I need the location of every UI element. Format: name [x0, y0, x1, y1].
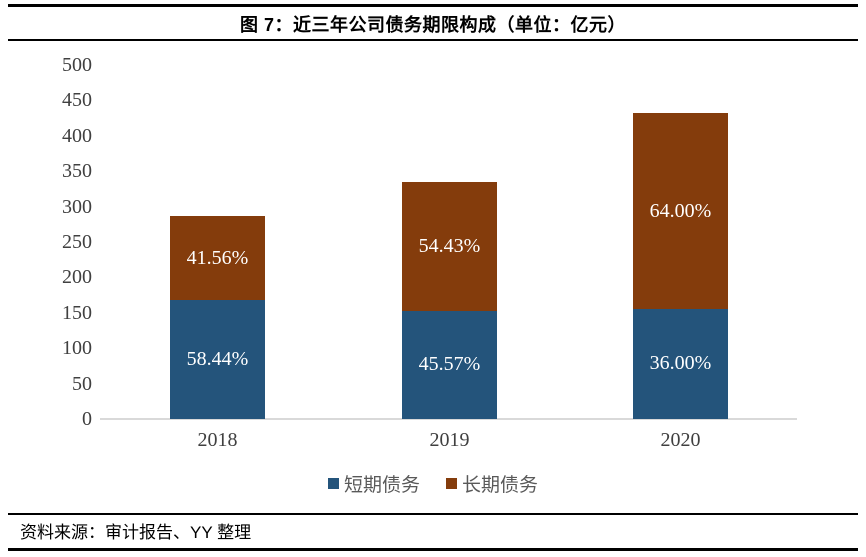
- bar-segment-short-term-debt: 58.44%: [170, 300, 265, 419]
- legend-item-long-term-debt: 长期债务: [446, 470, 538, 497]
- bottom-border-rule: [8, 548, 858, 551]
- percent-label: 36.00%: [649, 352, 712, 375]
- y-axis-tick-label: 450: [62, 89, 92, 112]
- x-axis-category-label: 2019: [429, 429, 470, 451]
- percent-label: 58.44%: [186, 348, 249, 371]
- percent-label: 41.56%: [186, 246, 249, 269]
- footer-divider-rule: [8, 513, 858, 515]
- source-note: 资料来源：审计报告、YY 整理: [20, 523, 252, 542]
- legend: 短期债务 长期债务: [0, 470, 866, 497]
- y-axis-tick-label: 250: [62, 231, 92, 253]
- y-axis-tick-label: 100: [62, 337, 92, 360]
- legend-item-short-term-debt: 短期债务: [327, 470, 420, 497]
- x-axis-line: [100, 418, 797, 420]
- y-axis-tick-label: 400: [62, 124, 92, 147]
- y-axis-tick-label: 150: [62, 301, 92, 324]
- legend-label-long-term: 长期债务: [462, 475, 539, 496]
- y-axis-tick-label: 500: [62, 54, 92, 76]
- x-axis-category-label: 2020: [660, 429, 701, 451]
- legend-label-short-term: 短期债务: [343, 475, 420, 496]
- y-axis-tick-label: 300: [62, 195, 92, 218]
- percent-label: 45.57%: [418, 353, 481, 376]
- x-axis-category-label: 2018: [197, 429, 238, 451]
- header-divider-rule: [8, 39, 858, 41]
- figure-title: 图 7：近三年公司债务期限构成（单位：亿元）: [239, 15, 626, 35]
- y-axis-tick-label: 0: [82, 408, 92, 430]
- bar-segment-short-term-debt: 45.57%: [402, 310, 497, 419]
- y-axis-tick-label: 50: [72, 372, 92, 395]
- bar-segment-long-term-debt: 41.56%: [170, 215, 265, 301]
- bar-segment-long-term-debt: 54.43%: [402, 181, 497, 311]
- percent-label: 54.43%: [418, 234, 481, 257]
- bar-segment-short-term-debt: 36.00%: [633, 308, 728, 419]
- legend-swatch-long-term-icon: [446, 478, 457, 489]
- y-axis-tick-label: 350: [62, 160, 92, 183]
- percent-label: 64.00%: [649, 199, 712, 222]
- y-axis-tick-label: 200: [62, 266, 92, 289]
- legend-swatch-short-term-icon: [327, 478, 339, 489]
- bar-segment-long-term-debt: 64.00%: [633, 113, 728, 309]
- top-border-rule: [8, 4, 858, 7]
